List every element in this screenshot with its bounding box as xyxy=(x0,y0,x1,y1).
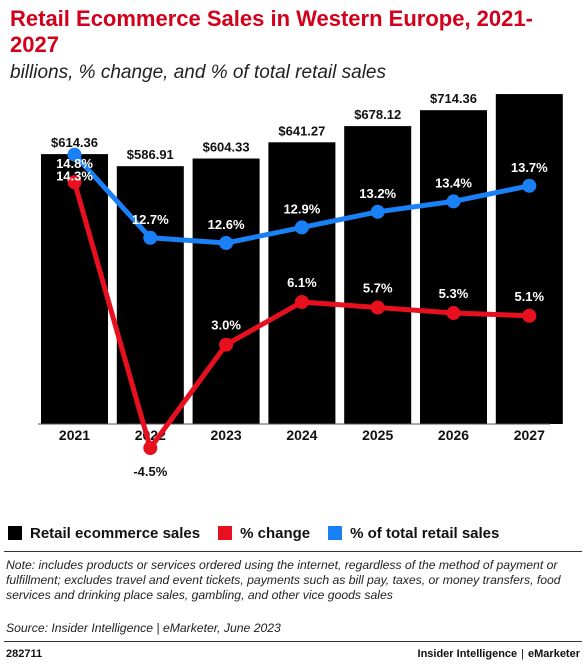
legend-swatch-sales xyxy=(8,526,22,540)
bar-label-2022: $586.91 xyxy=(127,147,174,162)
bar-label-2027: $751.04 xyxy=(506,88,554,90)
chart-subtitle: billions, % change, and % of total retai… xyxy=(10,62,386,83)
x-tick-2026: 2026 xyxy=(438,427,469,443)
bar-2022 xyxy=(116,166,184,424)
chart-plot: $614.36 $586.91 $604.33 $641.27 $678.12 $714.… xyxy=(38,88,563,479)
legend-swatch-share xyxy=(328,526,343,540)
x-tick-2027: 2027 xyxy=(514,427,545,443)
x-tick-2025: 2025 xyxy=(362,427,393,443)
legend: Retail ecommerce sales % change % of tot… xyxy=(8,524,583,542)
legend-item-sales: Retail ecommerce sales xyxy=(8,525,200,542)
divider-bottom xyxy=(4,641,582,642)
share-label-2023: 12.6% xyxy=(208,217,245,232)
bar-2023 xyxy=(192,158,260,424)
brand-insider-intelligence: Insider Intelligence xyxy=(417,648,518,660)
footnote: Note: includes products or services orde… xyxy=(6,558,561,602)
change-label-2025: 5.7% xyxy=(363,281,393,296)
bar-label-2023: $604.33 xyxy=(203,140,250,155)
share-label-2022: 12.7% xyxy=(132,212,169,227)
bar-label-2026: $714.36 xyxy=(430,91,477,106)
change-label-2022: -4.5% xyxy=(133,464,167,479)
change-label-2027: 5.1% xyxy=(514,289,544,304)
bar-2026 xyxy=(420,110,487,425)
marker-share-2024 xyxy=(294,220,309,235)
marker-change-2024 xyxy=(294,295,309,309)
marker-change-2026 xyxy=(446,306,461,321)
marker-change-2021 xyxy=(67,175,82,190)
marker-share-2027 xyxy=(522,178,537,193)
bar-label-2024: $641.27 xyxy=(278,123,325,138)
share-label-2027: 13.7% xyxy=(511,160,548,175)
change-label-2021: 14.8% xyxy=(56,156,93,171)
brand-emarketer: eMarketer xyxy=(528,648,580,660)
legend-swatch-change xyxy=(218,526,233,540)
bar-2025 xyxy=(344,126,412,425)
marker-share-2026 xyxy=(446,194,461,209)
legend-item-change: % change xyxy=(218,525,310,542)
x-tick-2023: 2023 xyxy=(211,427,242,443)
marker-share-2021 xyxy=(67,147,82,162)
change-label-2024: 6.1% xyxy=(287,275,317,290)
legend-label-share: % of total retail sales xyxy=(350,524,500,542)
share-label-2025: 13.2% xyxy=(359,186,396,201)
legend-label-sales: Retail ecommerce sales xyxy=(30,524,201,542)
bar-2024 xyxy=(268,142,336,424)
marker-share-2025 xyxy=(370,204,385,219)
marker-share-2023 xyxy=(219,236,234,250)
change-label-2023: 3.0% xyxy=(211,318,241,333)
chart-title: Retail Ecommerce Sales in Western Europe… xyxy=(10,6,533,57)
bar-2027 xyxy=(495,94,563,425)
brand: Insider Intelligence | eMarketer xyxy=(418,648,580,660)
legend-item-share: % of total retail sales xyxy=(328,525,499,542)
marker-change-2025 xyxy=(370,300,385,315)
marker-share-2022 xyxy=(143,230,158,245)
share-label-2021: 14.3% xyxy=(56,169,93,184)
divider-top xyxy=(4,551,582,552)
x-tick-2024: 2024 xyxy=(286,427,317,443)
chart-id: 282711 xyxy=(6,648,43,660)
bar-label-2021: $614.36 xyxy=(51,135,98,150)
share-label-2026: 13.4% xyxy=(435,175,472,190)
marker-change-2027 xyxy=(522,308,537,323)
bar-2021 xyxy=(41,154,108,425)
marker-change-2022 xyxy=(143,441,158,455)
legend-label-change: % change xyxy=(240,524,311,542)
x-tick-2021: 2021 xyxy=(59,427,90,443)
change-label-2026: 5.3% xyxy=(439,286,469,301)
marker-change-2023 xyxy=(219,337,234,352)
bar-label-2025: $678.12 xyxy=(354,107,401,122)
share-label-2024: 12.9% xyxy=(283,201,320,216)
source-line: Source: Insider Intelligence | eMarketer… xyxy=(6,621,281,635)
brand-separator: | xyxy=(521,648,525,660)
